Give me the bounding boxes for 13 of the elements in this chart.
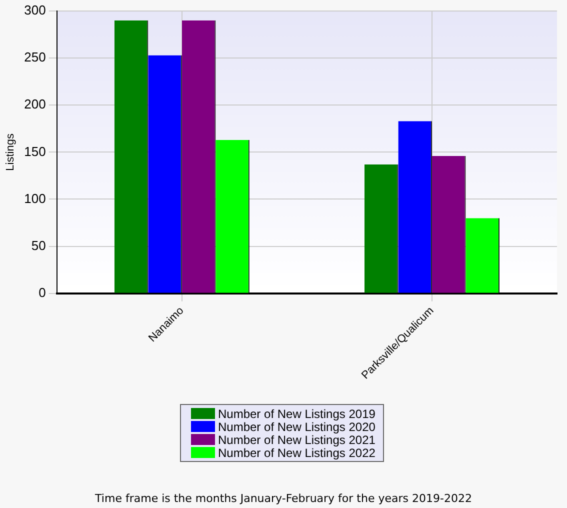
y-tick-label: 250 (24, 50, 46, 65)
text: Time frame is the months January-February for the years 2019-2022 (94, 492, 473, 505)
legend-label: Number of New Listings 2020 (218, 420, 376, 434)
y-tick-label: 0 (38, 284, 46, 300)
y-tick-label: 150 (24, 144, 46, 159)
y-tick-label: 50 (31, 238, 46, 253)
legend-label: Number of New Listings 2022 (218, 446, 376, 460)
legend-label: Number of New Listings 2021 (218, 432, 376, 446)
y-tick-label: 300 (24, 2, 46, 18)
legend-label: Number of New Listings 2019 (218, 406, 376, 420)
y-tick-label: 200 (24, 96, 46, 112)
y-axis-title: Listings (4, 133, 17, 171)
y-tick-label: 100 (24, 190, 46, 206)
